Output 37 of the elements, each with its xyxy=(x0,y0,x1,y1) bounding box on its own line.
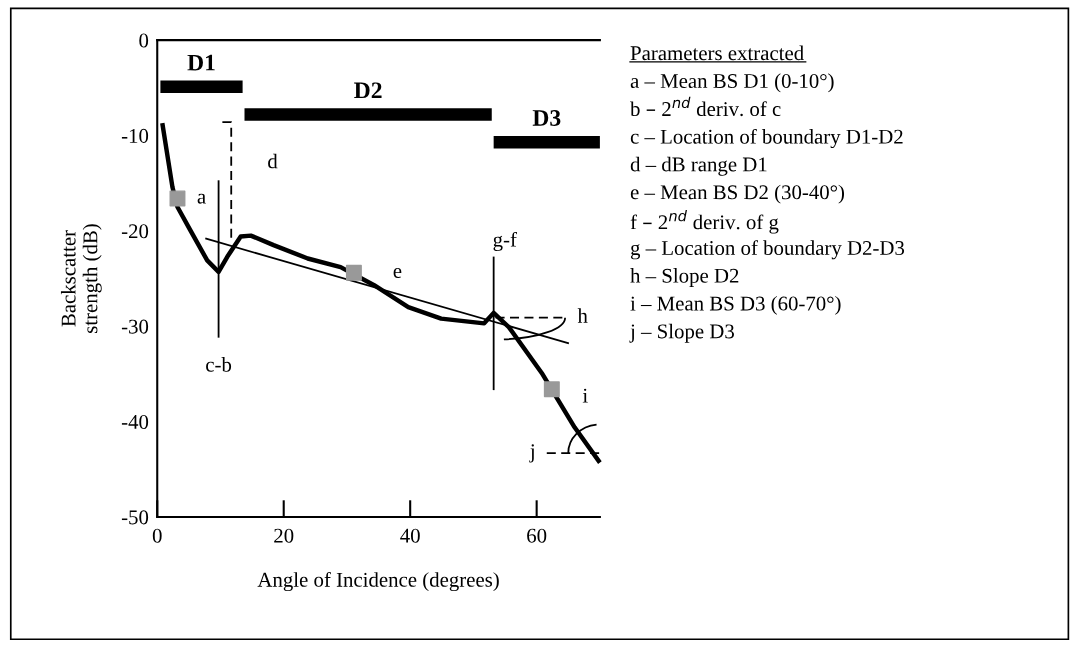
y-tick-label: -40 xyxy=(121,414,149,430)
series-label: D1 xyxy=(187,54,215,71)
text: d – dB range D1 xyxy=(630,156,767,176)
point xyxy=(345,264,362,281)
point xyxy=(543,381,560,398)
y-tick-label: -20 xyxy=(121,224,149,239)
y-tick-label: -50 xyxy=(121,510,149,525)
annotation: e xyxy=(393,268,402,279)
y-axis-title: Backscatter strength (dB) xyxy=(60,224,102,333)
annotation: a xyxy=(197,193,206,204)
text: g – Location of boundary D2-D3 xyxy=(630,240,905,260)
x-tick-label: 60 xyxy=(527,528,547,543)
x-tick-label: 20 xyxy=(274,528,294,543)
text: e – Mean BS D2 (30-40°) xyxy=(630,184,845,204)
annotation: i xyxy=(582,388,588,403)
annotation: g-f xyxy=(493,231,517,252)
annotation: h xyxy=(577,308,588,323)
annotation: c-b xyxy=(206,357,232,372)
x-axis-title: Angle of Incidence (degrees) xyxy=(257,571,499,592)
x-tick-label: 0 xyxy=(152,528,162,543)
text: j – Slope D3 xyxy=(629,323,734,343)
annotation: d xyxy=(268,153,278,169)
text: b – 2$^{nd}$ deriv. of c xyxy=(630,96,781,117)
y-tick-label: 0 xyxy=(139,33,149,48)
y-tick-label: -10 xyxy=(121,128,149,143)
series-label: D3 xyxy=(532,110,561,126)
series-label: D2 xyxy=(354,82,382,99)
annotation: j xyxy=(529,444,534,463)
x-tick-label: 40 xyxy=(400,528,420,543)
text: i – Mean BS D3 (60-70°) xyxy=(630,295,841,315)
text: f – 2$^{nd}$ deriv. of g xyxy=(630,210,779,234)
y-tick-label: -30 xyxy=(121,319,149,334)
text: c – Location of boundary D1-D2 xyxy=(630,128,903,149)
point xyxy=(169,190,186,207)
text: h – Slope D2 xyxy=(630,268,739,288)
text: Parameters extracted xyxy=(630,45,804,61)
text: a – Mean BS D1 (0-10°) xyxy=(630,73,834,93)
